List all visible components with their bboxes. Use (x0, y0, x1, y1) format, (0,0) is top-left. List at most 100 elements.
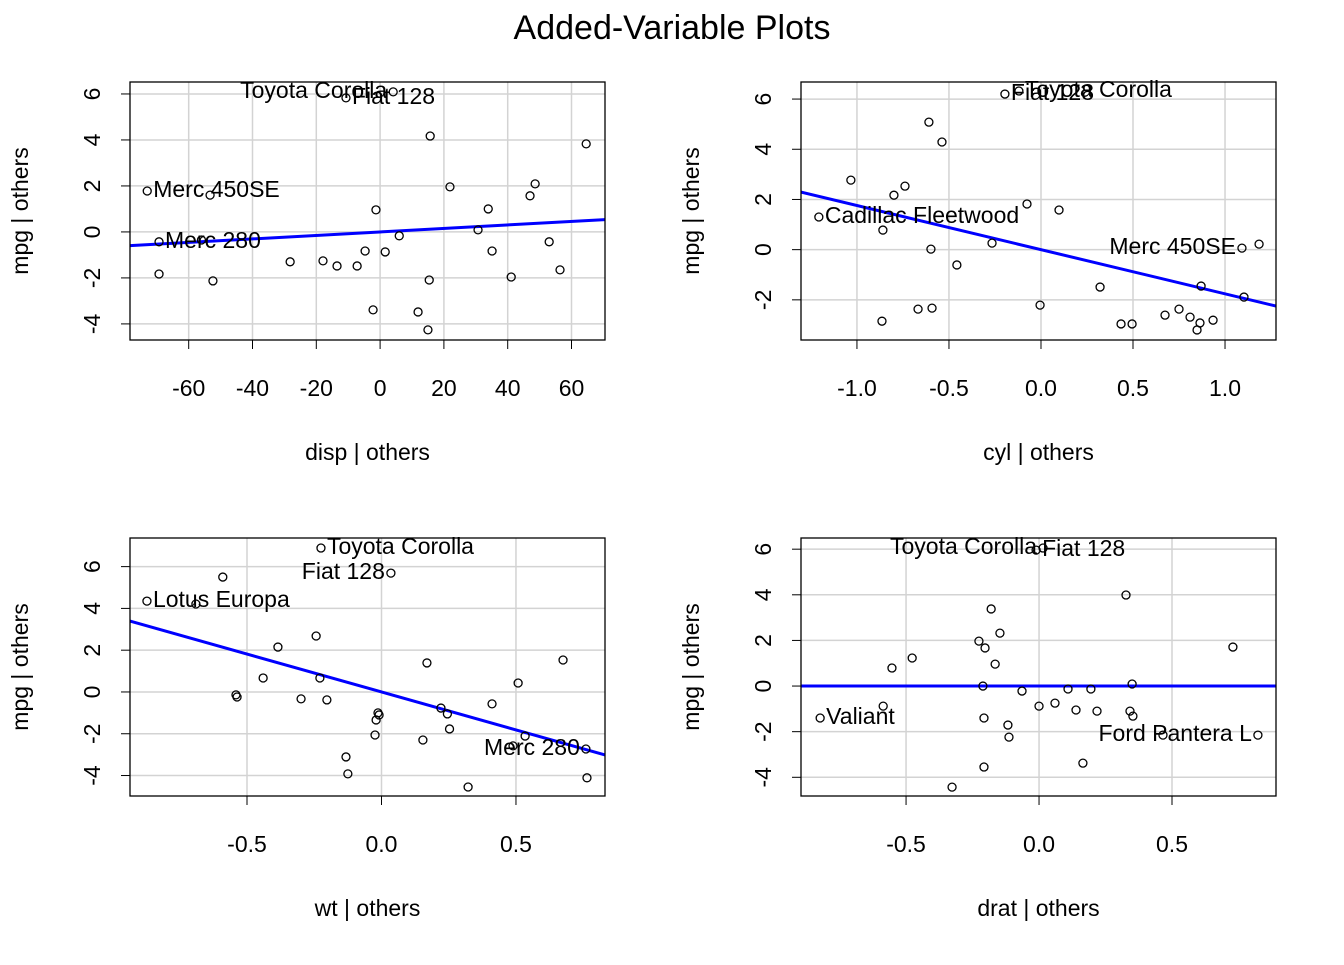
y-tick-label: 6 (750, 93, 776, 106)
point (142, 596, 152, 606)
point (978, 681, 988, 691)
point (987, 238, 997, 248)
y-tick-label: 0 (79, 686, 105, 699)
y-tick-label: 0 (79, 226, 105, 239)
point (947, 782, 957, 792)
x-tick-label: -0.5 (886, 831, 926, 857)
point (442, 709, 453, 719)
point (205, 190, 215, 200)
point-label: Merc 450SE (153, 176, 280, 202)
point (436, 703, 446, 713)
point (368, 305, 378, 315)
point (1092, 706, 1102, 716)
point (1004, 732, 1014, 742)
y-tick-label: 4 (79, 602, 105, 615)
x-tick-label: -0.5 (227, 831, 267, 857)
y-tick-label: 0 (750, 680, 776, 693)
point (423, 325, 433, 335)
x-tick-label: -60 (172, 375, 205, 401)
point (413, 307, 423, 317)
point (1208, 315, 1218, 325)
point-label: Merc 280 (165, 227, 261, 253)
y-tick-label: -2 (750, 721, 776, 741)
y-tick-label: 6 (79, 560, 105, 573)
y-tick-label: -2 (79, 724, 105, 744)
point-label: Toyota Corolla (327, 533, 474, 559)
panel: -0.5 0.0 0.5 -4 -2 0 2 4 6 wt | others mpg | other… (7, 533, 606, 921)
point (979, 762, 989, 772)
point (1078, 758, 1088, 768)
point (877, 316, 887, 326)
point (1054, 205, 1064, 215)
point (1116, 319, 1126, 329)
point-label: Toyota Corolla (1025, 76, 1172, 102)
point (1071, 705, 1081, 715)
point (1228, 642, 1238, 652)
y-axis-label: mpg | others (678, 147, 704, 274)
x-tick-label: 1.0 (1209, 375, 1241, 401)
point (1128, 711, 1138, 721)
x-tick-label: -40 (236, 375, 269, 401)
point (487, 246, 497, 256)
point (343, 769, 353, 779)
point (846, 175, 856, 185)
x-tick-label: 0.0 (1023, 831, 1055, 857)
x-tick-label: 0 (374, 375, 387, 401)
point (463, 782, 473, 792)
point (341, 93, 351, 103)
x-tick-label: 60 (559, 375, 585, 401)
plot-frame (800, 81, 1277, 341)
point (374, 710, 384, 720)
point (473, 225, 483, 235)
panel: -1.0 -0.5 0.0 0.5 1.0 -2 0 2 4 6 cyl | others mpg |… (678, 76, 1277, 465)
point (394, 231, 404, 241)
point (980, 643, 990, 653)
point (445, 182, 455, 192)
y-tick-label: 4 (79, 133, 105, 146)
x-tick-label: 0.5 (1117, 375, 1149, 401)
point-label: Merc 280 (484, 734, 580, 760)
point (1160, 310, 1170, 320)
point (1022, 199, 1032, 209)
y-tick-label: 2 (79, 644, 105, 657)
point (506, 272, 516, 282)
point (352, 261, 362, 271)
point (218, 572, 228, 582)
point (1127, 319, 1137, 329)
point (273, 642, 283, 652)
point (1063, 684, 1073, 694)
x-tick-label: -0.5 (929, 375, 969, 401)
point-label: Toyota Corolla (890, 533, 1037, 559)
point-label: Valiant (826, 703, 895, 729)
point (1038, 543, 1048, 553)
point (341, 752, 351, 762)
point (154, 269, 164, 279)
panel: -0.5 0.0 0.5 -4 -2 0 2 4 6 drat | others mpg | oth… (678, 533, 1277, 921)
point (1000, 89, 1010, 99)
point (986, 604, 996, 614)
point (525, 191, 535, 201)
point (924, 117, 934, 127)
point (418, 735, 428, 745)
y-tick-label: 2 (750, 193, 776, 206)
point (258, 673, 268, 683)
point (907, 653, 917, 663)
point (1034, 701, 1044, 711)
x-tick-label: 20 (431, 375, 457, 401)
point (1239, 292, 1249, 302)
point (581, 744, 591, 754)
point (422, 658, 432, 668)
point (1035, 300, 1045, 310)
point (371, 205, 381, 215)
y-axis-label: mpg | others (678, 603, 704, 730)
point (1095, 282, 1105, 292)
plot-frame (129, 537, 606, 797)
point (1050, 698, 1060, 708)
x-axis-label: cyl | others (983, 439, 1094, 465)
point (544, 237, 554, 247)
point (508, 741, 518, 751)
point (926, 244, 936, 254)
y-tick-label: 0 (750, 243, 776, 256)
